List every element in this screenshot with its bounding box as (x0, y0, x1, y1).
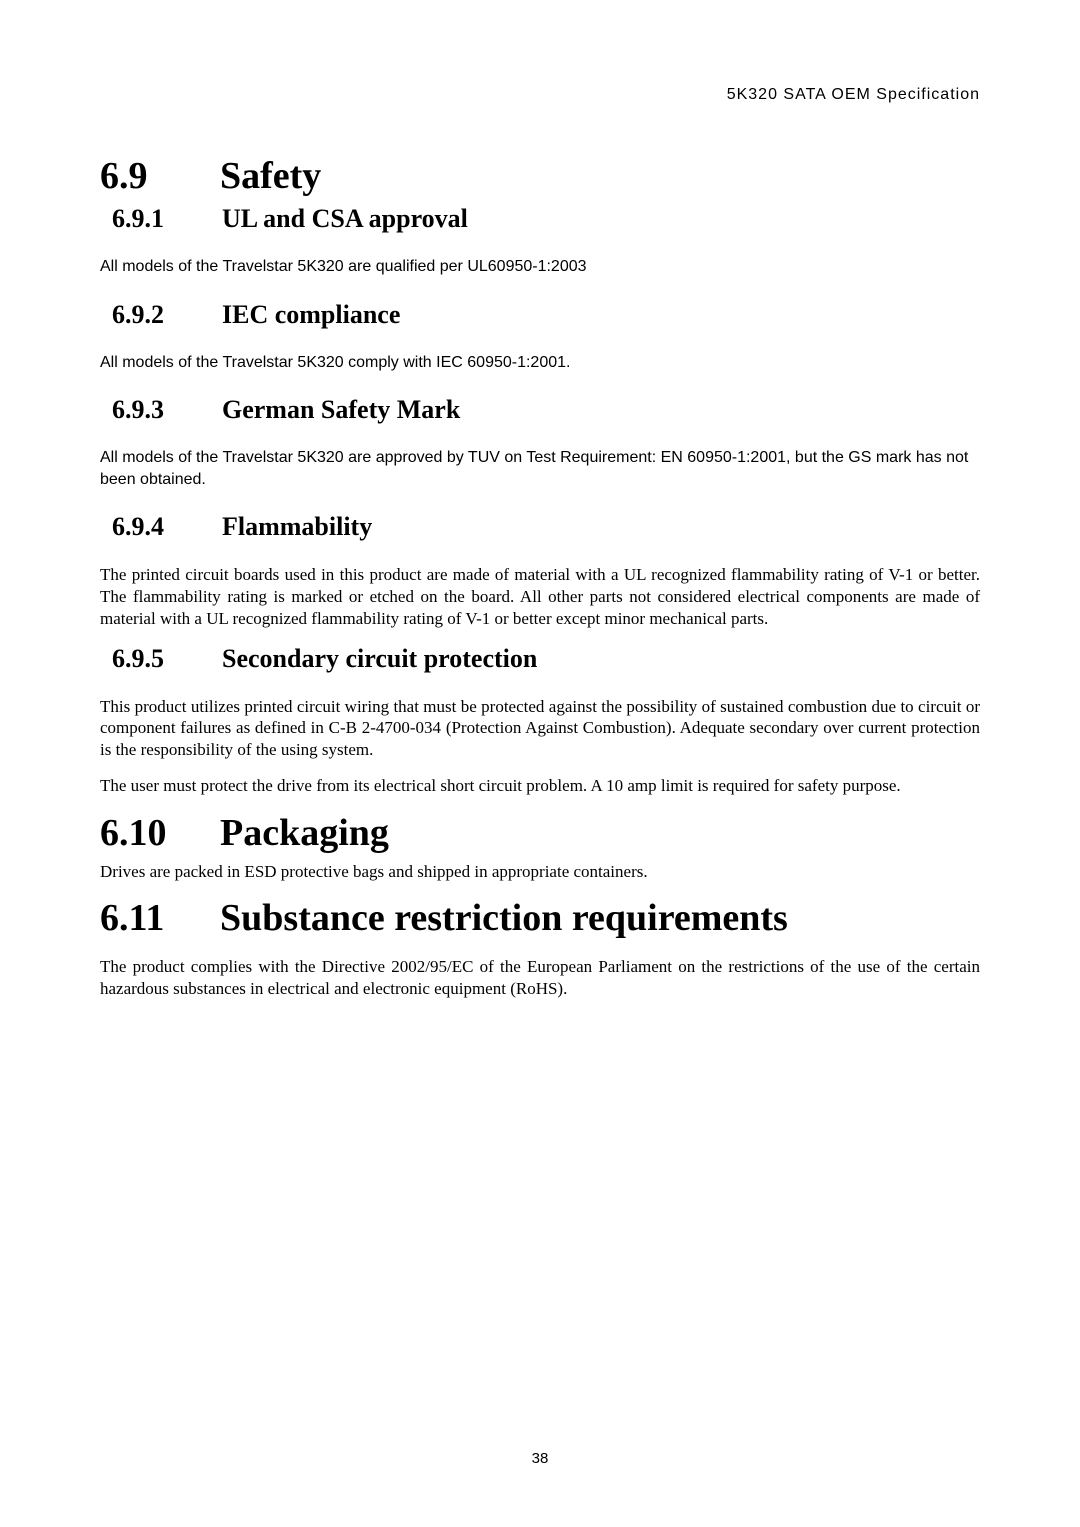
heading-title: Safety (220, 155, 321, 197)
heading-6-11: 6.11Substance restriction requirements (100, 896, 980, 940)
heading-number: 6.9.1 (112, 204, 222, 234)
heading-6-9: 6.9Safety (100, 154, 980, 198)
page-number: 38 (0, 1450, 1080, 1467)
document-page: 5K320 SATA OEM Specification 6.9Safety 6… (0, 0, 1080, 1054)
heading-title: Secondary circuit protection (222, 644, 537, 673)
body-text: All models of the Travelstar 5K320 compl… (100, 352, 980, 374)
body-text: All models of the Travelstar 5K320 are q… (100, 256, 980, 278)
heading-6-9-2: 6.9.2IEC compliance (100, 300, 980, 330)
heading-number: 6.10 (100, 811, 220, 855)
heading-title: Flammability (222, 512, 372, 541)
heading-title: German Safety Mark (222, 395, 460, 424)
heading-number: 6.9.2 (112, 300, 222, 330)
heading-number: 6.11 (100, 896, 220, 940)
heading-number: 6.9 (100, 154, 220, 198)
body-text: This product utilizes printed circuit wi… (100, 696, 980, 761)
running-header: 5K320 SATA OEM Specification (100, 86, 980, 104)
heading-title: Packaging (220, 812, 389, 854)
body-text: The product complies with the Directive … (100, 956, 980, 1000)
heading-6-9-5: 6.9.5Secondary circuit protection (100, 644, 980, 674)
heading-title: UL and CSA approval (222, 204, 468, 233)
heading-title: Substance restriction requirements (220, 897, 788, 939)
heading-6-9-4: 6.9.4Flammability (100, 512, 980, 542)
heading-6-9-3: 6.9.3German Safety Mark (100, 395, 980, 425)
body-text: The user must protect the drive from its… (100, 775, 980, 797)
heading-number: 6.9.4 (112, 512, 222, 542)
heading-6-9-1: 6.9.1UL and CSA approval (100, 204, 980, 234)
body-text: All models of the Travelstar 5K320 are a… (100, 447, 980, 490)
heading-number: 6.9.3 (112, 395, 222, 425)
heading-6-10: 6.10Packaging (100, 811, 980, 855)
body-text: The printed circuit boards used in this … (100, 564, 980, 629)
heading-title: IEC compliance (222, 300, 400, 329)
heading-number: 6.9.5 (112, 644, 222, 674)
body-text: Drives are packed in ESD protective bags… (100, 861, 980, 883)
